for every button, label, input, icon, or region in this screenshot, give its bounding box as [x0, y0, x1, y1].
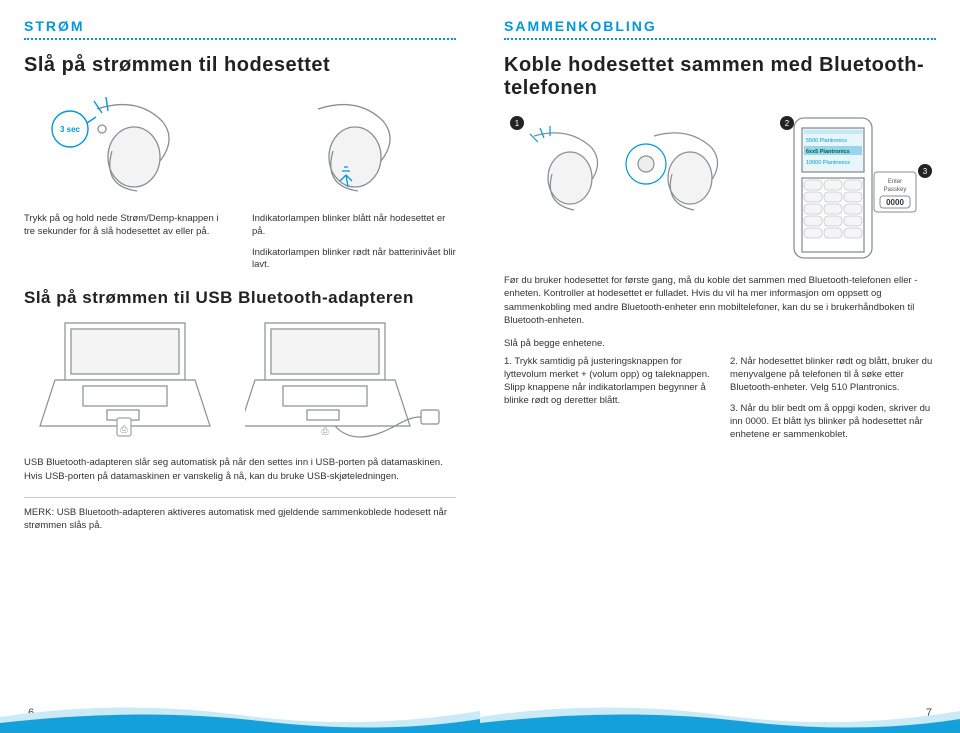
para-right-2: Indikatorlampen blinker rødt når batteri… [252, 247, 456, 273]
phone-line-3: 10000 Plantronics [806, 160, 850, 166]
phone-illus: 5500 Plantronics 6xx5 Plantronics 10000 … [788, 114, 918, 264]
step-badge-3: 3 [918, 164, 932, 178]
laptop-illus-2: ⎙ [245, 318, 445, 438]
phone-line-1: 5500 Plantronics [806, 138, 847, 144]
para-right-1: Indikatorlampen blinker blått når hodese… [252, 213, 456, 239]
phone-btn-bottom: Passkey [884, 187, 907, 193]
steps-row: 1. Trykk samtidig på justeringsknappen f… [504, 356, 936, 449]
headset-illustrations: 3 sec [24, 91, 456, 201]
subheading-left: Slå på strømmen til USB Bluetooth-adapte… [24, 288, 456, 308]
step-1: 1. Trykk samtidig på justeringsknappen f… [504, 356, 710, 407]
section-label-left: STRØM [24, 18, 456, 34]
para-left: Trykk på og hold nede Strøm/Demp-knappen… [24, 213, 228, 272]
headset-illus-1: 3 sec [42, 91, 212, 201]
dotted-rule [24, 38, 456, 40]
heading-left: Slå på strømmen til hodesettet [24, 54, 456, 77]
dotted-rule-right [504, 38, 936, 40]
headset-text-cols: Trykk på og hold nede Strøm/Demp-knappen… [24, 213, 456, 272]
laptop-illus-1: ⎙ [35, 318, 215, 438]
step-3: 3. Når du blir bedt om å oppgi koden, sk… [730, 403, 936, 441]
wave-footer-left [0, 693, 480, 733]
usb-paragraph: USB Bluetooth-adapteren slår seg automat… [24, 456, 456, 483]
usb-icon-2: ⎙ [321, 426, 329, 436]
both-on: Slå på begge enhetene. [504, 337, 936, 350]
note-text: MERK: USB Bluetooth-adapteren aktiveres … [24, 506, 456, 533]
right-page: SAMMENKOBLING Koble hodesettet sammen me… [480, 0, 960, 733]
phone-passkey: 0000 [886, 198, 904, 207]
pair-intro: Før du bruker hodesettet for første gang… [504, 274, 936, 327]
laptop-illustrations: ⎙ ⎙ [24, 318, 456, 438]
pair-headsets [504, 122, 744, 262]
wave-footer-right [480, 693, 960, 733]
pairing-illustrations: 1 2 3 [504, 114, 936, 264]
step-2: 2. Når hodesettet blinker rødt og blått,… [730, 356, 936, 394]
left-page: STRØM Slå på strømmen til hodesettet [0, 0, 480, 733]
phone-btn-top: Enter [888, 179, 902, 185]
usb-icon: ⎙ [120, 424, 128, 434]
section-label-right: SAMMENKOBLING [504, 18, 936, 34]
headset-illus-2 [268, 91, 438, 201]
badge-3sec: 3 sec [60, 125, 81, 134]
note-rule [24, 497, 456, 498]
heading-right: Koble hodesettet sammen med Bluetooth-te… [504, 54, 936, 100]
phone-line-2: 6xx5 Plantronics [806, 149, 850, 155]
